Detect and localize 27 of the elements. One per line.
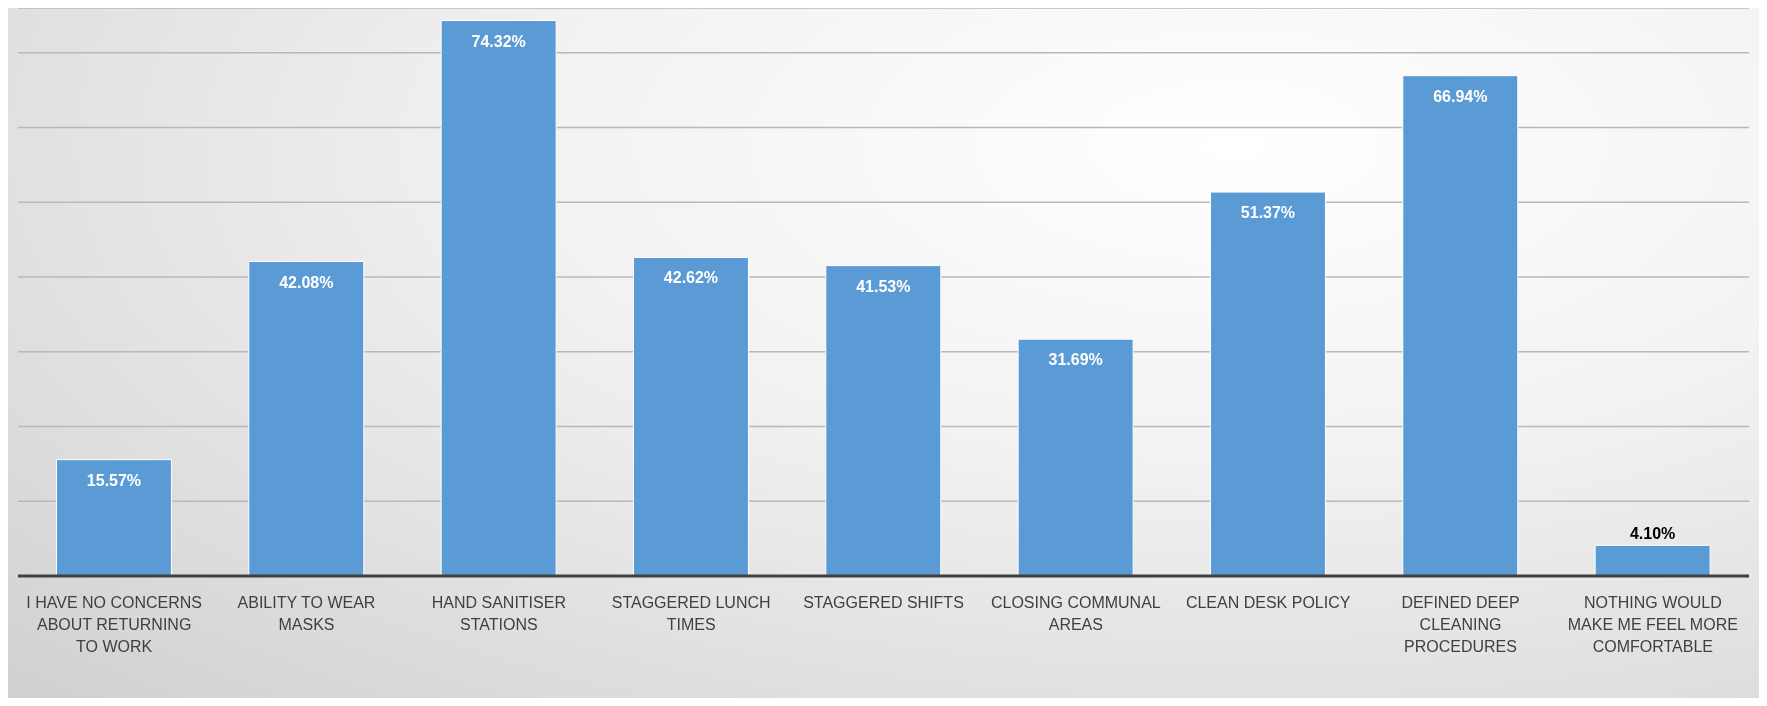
data-label: 41.53% <box>856 277 911 295</box>
bar <box>1594 544 1711 576</box>
x-tick-label: DEFINED DEEP CLEANING PROCEDURES <box>1401 594 1520 655</box>
bar <box>1017 338 1134 576</box>
x-tick-label: CLOSING COMMUNAL AREAS <box>990 594 1161 633</box>
data-label: 15.57% <box>86 471 142 489</box>
data-label: 42.08% <box>279 273 334 291</box>
x-tick-label: CLEAN DESK POLICY <box>1185 594 1351 611</box>
data-label: 74.32% <box>471 32 526 50</box>
bar <box>440 20 557 576</box>
data-label: 4.10% <box>1629 525 1676 543</box>
data-label: 66.94% <box>1433 87 1488 105</box>
x-tick-label: STAGGERED SHIFTS <box>803 594 964 611</box>
bar <box>1402 75 1519 576</box>
x-tick-label: STAGGERED LUNCH TIMES <box>611 594 771 633</box>
data-label: 31.69% <box>1048 351 1103 369</box>
bar <box>55 459 172 576</box>
x-tick-label: HAND SANITISER STATIONS <box>431 594 566 633</box>
bar <box>632 256 749 576</box>
bar <box>825 265 942 576</box>
x-tick-label: ABILITY TO WEAR MASKS <box>237 594 376 633</box>
x-tick-label: I HAVE NO CONCERNS ABOUT RETURNING TO WORK <box>26 594 203 655</box>
bar <box>248 261 365 576</box>
data-label: 42.62% <box>663 269 719 287</box>
bar <box>1209 191 1326 576</box>
x-tick-label: NOTHING WOULD MAKE ME FEEL MORE COMFORTABLE <box>1567 594 1738 655</box>
data-label: 51.37% <box>1240 204 1296 222</box>
